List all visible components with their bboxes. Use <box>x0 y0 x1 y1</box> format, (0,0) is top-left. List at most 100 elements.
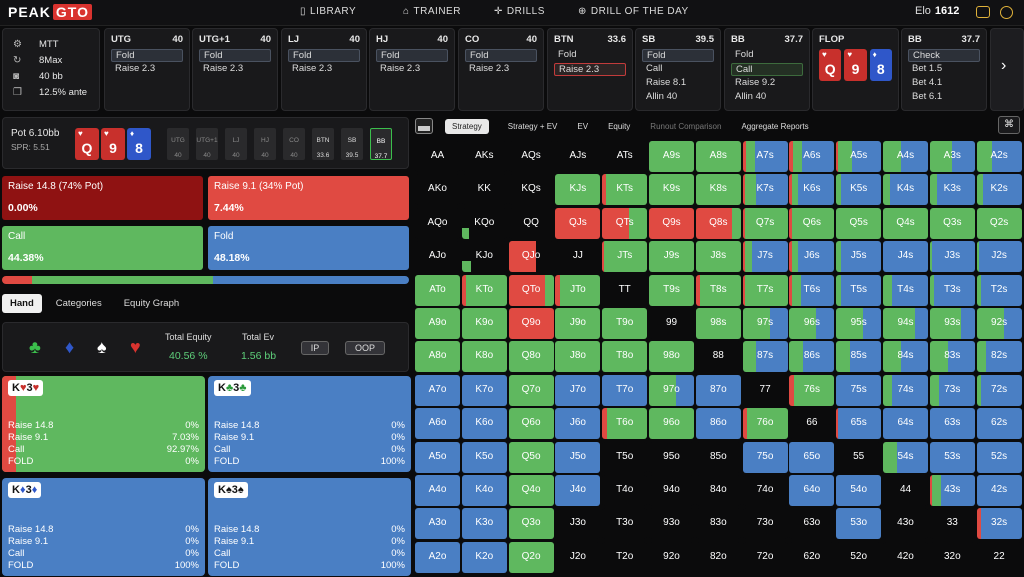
hand-cell[interactable]: 82s <box>976 341 1022 373</box>
heart-filter-icon[interactable]: ♥ <box>130 337 141 357</box>
hand-cell[interactable]: Q7s <box>742 207 788 239</box>
hand-cell[interactable]: 44 <box>883 475 928 506</box>
seat-utg-plus-1[interactable]: UTG+1 40 <box>196 128 218 160</box>
action-option[interactable]: Bet 4.1 <box>912 77 943 88</box>
hand-cell[interactable]: 93o <box>649 508 694 540</box>
hand-cell[interactable]: 85s <box>836 341 882 373</box>
hand-cell[interactable]: T7s <box>742 274 788 306</box>
action-option[interactable]: Raise 9.2 <box>735 77 776 88</box>
profile-icon[interactable] <box>1000 6 1013 19</box>
hand-cell[interactable]: 88 <box>695 341 741 373</box>
hand-cell[interactable]: J4s <box>883 241 928 273</box>
action-summary-2[interactable]: Call 44.38% <box>2 226 203 270</box>
hand-cell[interactable]: 73o <box>742 508 788 540</box>
hand-cell[interactable]: TT <box>602 274 648 306</box>
hand-cell[interactable]: K6s <box>789 174 835 206</box>
action-summary-3[interactable]: Fold 48.18% <box>208 226 409 270</box>
tab-categories[interactable]: Categories <box>55 298 102 309</box>
hand-cell[interactable]: T2o <box>602 541 648 573</box>
hand-cell[interactable]: J2s <box>976 241 1022 273</box>
gamepad-icon[interactable]: ⌘ <box>998 116 1020 134</box>
hand-cell[interactable]: 77 <box>742 374 788 406</box>
hand-cell[interactable]: KJs <box>555 174 601 206</box>
hand-cell[interactable]: 72s <box>976 374 1022 406</box>
tab-strategy[interactable]: Strategy <box>445 118 489 134</box>
hand-cell[interactable]: 42s <box>976 475 1022 506</box>
action-option[interactable]: Allin 40 <box>646 91 678 102</box>
hand-cell[interactable]: KJo <box>461 241 507 273</box>
hand-cell[interactable]: 72o <box>742 541 788 573</box>
hand-cell[interactable]: 87s <box>742 341 788 373</box>
action-option[interactable]: Fold <box>558 49 577 60</box>
hand-cell[interactable]: Q6o <box>508 408 554 440</box>
hand-cell[interactable]: 53s <box>929 441 975 473</box>
hand-cell[interactable]: 33 <box>929 508 975 540</box>
hand-cell[interactable]: 86s <box>789 341 835 373</box>
hand-cell[interactable]: K3o <box>461 508 507 540</box>
tab-aggregate-reports[interactable]: Aggregate Reports <box>741 121 809 131</box>
hand-cell[interactable]: K2o <box>461 541 507 573</box>
hand-cell[interactable]: JTo <box>555 274 601 306</box>
hand-cell[interactable]: 84o <box>695 475 741 506</box>
hand-cell[interactable]: 62o <box>789 541 835 573</box>
hand-cell[interactable]: T5s <box>836 274 882 306</box>
hand-cell[interactable]: 64o <box>789 475 835 506</box>
hand-cell[interactable]: J9s <box>649 241 694 273</box>
hand-cell[interactable]: J7o <box>555 374 601 406</box>
hand-cell[interactable]: J8s <box>695 241 741 273</box>
hand-cell[interactable]: K4s <box>883 174 928 206</box>
hand-cell[interactable]: 86o <box>695 408 741 440</box>
action-option[interactable]: Bet 1.5 <box>912 63 943 74</box>
hand-cell[interactable]: KQs <box>508 174 554 206</box>
hand-cell[interactable]: AJs <box>555 141 601 172</box>
action-option[interactable]: Raise 2.3 <box>554 63 626 76</box>
hand-cell[interactable]: JTs <box>602 241 648 273</box>
hand-cell[interactable]: Q3o <box>508 508 554 540</box>
hand-cell[interactable]: T8o <box>602 341 648 373</box>
action-option[interactable]: Check <box>908 49 980 62</box>
hand-cell[interactable]: 97s <box>742 308 788 339</box>
hand-cell[interactable]: 82o <box>695 541 741 573</box>
hand-cell[interactable]: J3s <box>929 241 975 273</box>
hand-cell[interactable]: 32s <box>976 508 1022 540</box>
hand-cell[interactable]: 96o <box>649 408 694 440</box>
combo-card-3[interactable]: K♠3♠ Raise 14.8 0% Raise 9.1 0% Call 0% FOLD 100… <box>208 478 411 576</box>
chat-icon[interactable] <box>976 6 990 18</box>
hand-cell[interactable]: JJ <box>555 241 601 273</box>
hand-cell[interactable]: 73s <box>929 374 975 406</box>
hand-cell[interactable]: 97o <box>649 374 694 406</box>
hand-cell[interactable]: K8o <box>461 341 507 373</box>
hand-cell[interactable]: 87o <box>695 374 741 406</box>
action-option[interactable]: Fold <box>199 49 271 62</box>
hand-cell[interactable]: 98s <box>695 308 741 339</box>
position-box-bb[interactable]: BB 37.7 Fold Call Raise 9.2 Allin 40 <box>724 28 810 111</box>
hand-cell[interactable]: Q4s <box>883 207 928 239</box>
action-option[interactable]: Raise 2.3 <box>115 63 156 74</box>
hand-cell[interactable]: 52s <box>976 441 1022 473</box>
position-box-co[interactable]: CO 40 Fold Raise 2.3 <box>458 28 544 111</box>
hand-cell[interactable]: T2s <box>976 274 1022 306</box>
hand-cell[interactable]: 83s <box>929 341 975 373</box>
hand-cell[interactable]: Q2o <box>508 541 554 573</box>
nav-drills[interactable]: ✛ DRILLS <box>494 6 545 17</box>
ip-button[interactable]: IP <box>301 341 329 355</box>
seat-utg[interactable]: UTG 40 <box>167 128 189 160</box>
hand-cell[interactable]: T6o <box>602 408 648 440</box>
hand-cell[interactable]: KTs <box>602 174 648 206</box>
hand-cell[interactable]: 65o <box>789 441 835 473</box>
action-option[interactable]: Call <box>646 63 663 74</box>
hand-cell[interactable]: A3s <box>929 141 975 172</box>
hand-cell[interactable]: 99 <box>649 308 694 339</box>
layout-toggle-icon[interactable] <box>415 118 433 134</box>
hand-cell[interactable]: 63s <box>929 408 975 440</box>
hand-cell[interactable]: T9o <box>602 308 648 339</box>
hand-cell[interactable]: ATs <box>602 141 648 172</box>
hand-cell[interactable]: A7s <box>742 141 788 172</box>
hand-cell[interactable]: T4o <box>602 475 648 506</box>
hand-cell[interactable]: A4s <box>883 141 928 172</box>
hand-cell[interactable]: A9o <box>415 308 460 339</box>
hand-cell[interactable]: K7s <box>742 174 788 206</box>
oop-button[interactable]: OOP <box>345 341 385 355</box>
hand-cell[interactable]: 66 <box>789 408 835 440</box>
action-option[interactable]: Fold <box>735 49 754 60</box>
